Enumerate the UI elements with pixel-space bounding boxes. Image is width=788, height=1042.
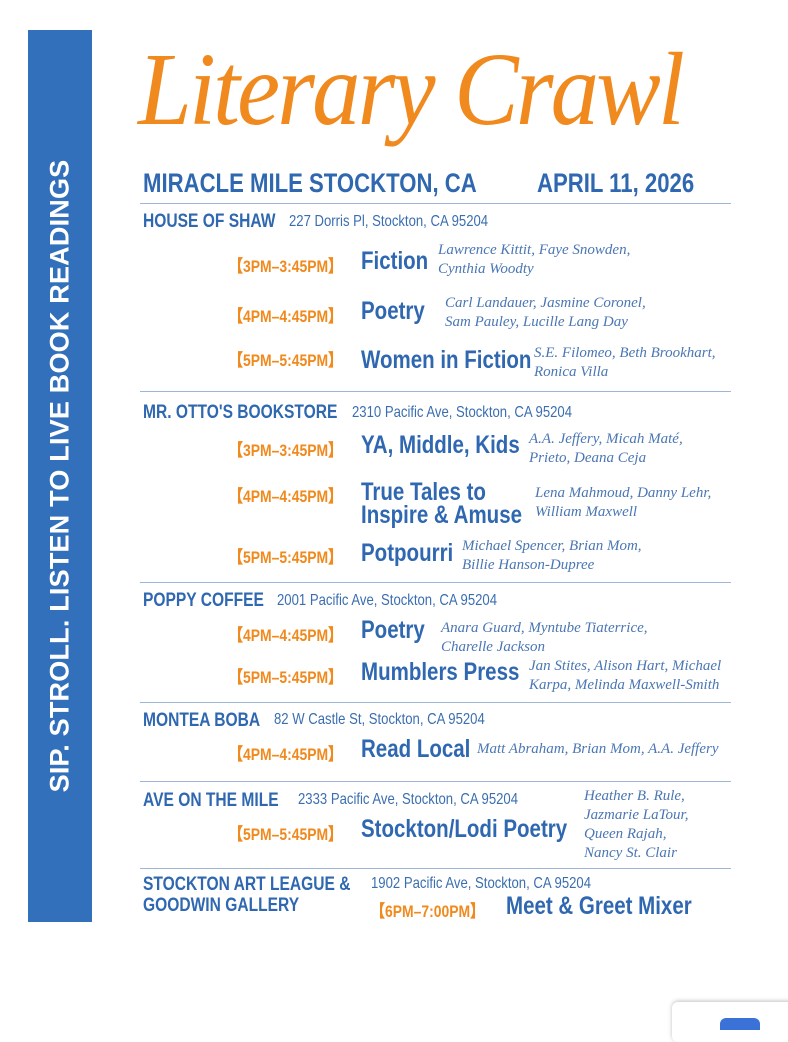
session-readers: Michael Spencer, Brian Mom, Billie Hanson… [462,538,642,573]
session-title: Mumblers Press [361,658,520,686]
session-time: 【5PM–5:45PM】 [229,825,343,844]
session-readers: Lawrence Kittit, Faye Snowden, Cynthia Wo… [438,242,631,277]
session-time: 【3PM–3:45PM】 [229,257,343,276]
venue-name: MR. OTTO'S BOOKSTORE [143,402,338,423]
session-readers: A.A. Jeffery, Micah Maté, Prieto, Deana C… [529,431,683,466]
venue-name: MONTEA BOBA [143,710,261,731]
widget-icon [720,1018,760,1030]
location-heading: MIRACLE MILE STOCKTON, CA [143,168,477,198]
venue-address: 227 Dorris Pl, Stockton, CA 95204 [289,213,489,230]
session-time: 【5PM–5:45PM】 [229,351,343,370]
session-time: 【3PM–3:45PM】 [229,441,343,460]
venue-name: STOCKTON ART LEAGUE & GOODWIN GALLERY [143,874,351,916]
divider [140,868,731,869]
divider [140,203,731,204]
session-readers: Jan Stites, Alison Hart, Michael Karpa, M… [529,658,722,693]
sidebar-tagline: SIP. STROLL. LISTEN TO LIVE BOOK READING… [44,159,75,793]
venue-address: 82 W Castle St, Stockton, CA 95204 [274,711,485,728]
session-title: True Tales to Inspire & Amuse [361,478,523,529]
session-readers: Anara Guard, Myntube Tiaterrice, Charelle… [441,620,648,655]
session-title: YA, Middle, Kids [361,431,520,459]
session-time: 【4PM–4:45PM】 [229,745,343,764]
venue-address: 2001 Pacific Ave, Stockton, CA 95204 [277,592,498,609]
venue-name: POPPY COFFEE [143,590,264,611]
venue-address: 2333 Pacific Ave, Stockton, CA 95204 [298,791,519,808]
divider [140,781,731,782]
session-time: 【4PM–4:45PM】 [229,626,343,645]
date-heading: APRIL 11, 2026 [537,168,695,198]
venue-name: HOUSE OF SHAW [143,211,276,232]
venue-address: 1902 Pacific Ave, Stockton, CA 95204 [371,875,592,892]
session-readers: Matt Abraham, Brian Mom, A.A. Jeffery [477,741,719,757]
session-title: Read Local [361,735,471,763]
divider [140,702,731,703]
session-time: 【4PM–4:45PM】 [229,487,343,506]
session-time: 【4PM–4:45PM】 [229,307,343,326]
session-readers: S.E. Filomeo, Beth Brookhart, Ronica Vill… [534,345,716,380]
session-title: Poetry [361,297,425,325]
session-readers: Heather B. Rule, Jazmarie LaTour, Queen Ra… [584,788,689,861]
session-title: Meet & Greet Mixer [506,892,692,920]
poster-title: Literary Crawl [138,32,685,147]
session-title: Women in Fiction [361,346,532,374]
divider [140,391,731,392]
divider [140,582,731,583]
session-title: Potpourri [361,539,454,567]
floating-widget[interactable] [672,1002,788,1042]
sidebar-banner: SIP. STROLL. LISTEN TO LIVE BOOK READING… [28,30,92,922]
session-readers: Lena Mahmoud, Danny Lehr, William Maxwell [535,485,712,520]
venue-address: 2310 Pacific Ave, Stockton, CA 95204 [352,404,573,421]
session-title: Fiction [361,247,429,275]
session-time: 【6PM–7:00PM】 [371,902,485,921]
session-readers: Carl Landauer, Jasmine Coronel, Sam Paule… [445,295,646,330]
venue-name: AVE ON THE MILE [143,790,279,811]
session-title: Poetry [361,616,425,644]
session-title: Stockton/Lodi Poetry [361,815,568,843]
session-time: 【5PM–5:45PM】 [229,668,343,687]
session-time: 【5PM–5:45PM】 [229,548,343,567]
